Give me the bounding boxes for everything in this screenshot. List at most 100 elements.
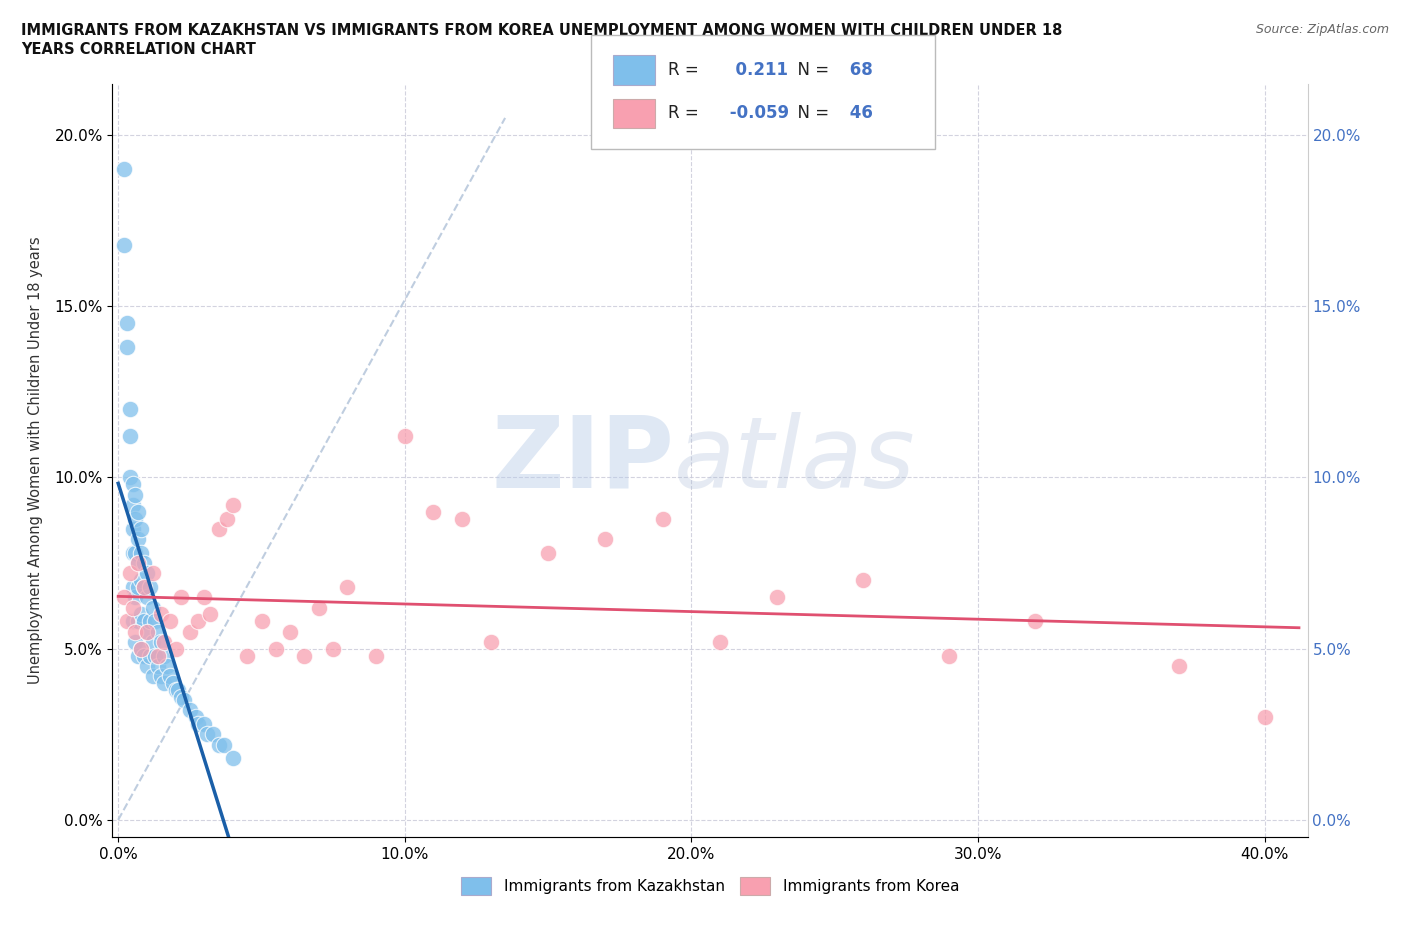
Point [135, 590, 157, 604]
Point [167, 683, 190, 698]
Text: N =: N = [787, 103, 830, 122]
Point [187, 614, 209, 629]
Text: R =: R = [668, 103, 699, 122]
Point [115, 316, 138, 331]
Point [121, 477, 143, 492]
Point [121, 579, 143, 594]
Point [165, 642, 187, 657]
Point [121, 498, 143, 512]
Point [142, 634, 165, 649]
Point [138, 579, 160, 594]
Legend: Immigrants from Kazakhstan, Immigrants from Korea: Immigrants from Kazakhstan, Immigrants f… [454, 871, 966, 901]
Point [159, 614, 181, 629]
Point [135, 624, 157, 639]
Point [170, 689, 193, 704]
Point [148, 658, 170, 673]
Point [129, 642, 152, 657]
Point [127, 555, 149, 570]
Point [121, 614, 143, 629]
Point [322, 642, 344, 657]
Point [294, 648, 316, 663]
Point [651, 512, 673, 526]
Point [766, 590, 789, 604]
Text: -0.059: -0.059 [724, 103, 789, 122]
Point [145, 648, 167, 663]
Point [308, 600, 330, 615]
Point [121, 522, 143, 537]
Point [153, 648, 176, 663]
Point [179, 624, 201, 639]
Point [115, 614, 138, 629]
Point [129, 545, 152, 560]
Point [145, 614, 167, 629]
Point [118, 429, 141, 444]
Point [153, 634, 176, 649]
Point [366, 648, 388, 663]
Point [127, 504, 149, 519]
Point [124, 512, 146, 526]
Point [138, 614, 160, 629]
Point [112, 162, 135, 177]
Point [142, 565, 165, 580]
Y-axis label: Unemployment Among Women with Children Under 18 years: Unemployment Among Women with Children U… [28, 236, 44, 684]
Point [537, 545, 560, 560]
Text: N =: N = [787, 60, 830, 79]
Point [852, 573, 875, 588]
Text: Source: ZipAtlas.com: Source: ZipAtlas.com [1256, 23, 1389, 36]
Point [193, 590, 215, 604]
Point [156, 658, 179, 673]
Point [193, 716, 215, 731]
Point [115, 339, 138, 354]
Point [179, 703, 201, 718]
Text: IMMIGRANTS FROM KAZAKHSTAN VS IMMIGRANTS FROM KOREA UNEMPLOYMENT AMONG WOMEN WIT: IMMIGRANTS FROM KAZAKHSTAN VS IMMIGRANTS… [21, 23, 1063, 38]
Point [207, 522, 229, 537]
Point [124, 487, 146, 502]
Text: 46: 46 [844, 103, 873, 122]
Text: ZIP: ZIP [491, 412, 675, 509]
Point [278, 624, 301, 639]
Point [121, 545, 143, 560]
Text: 68: 68 [844, 60, 872, 79]
Point [217, 512, 239, 526]
Point [479, 634, 502, 649]
Text: R =: R = [668, 60, 699, 79]
Point [451, 512, 474, 526]
Point [170, 590, 193, 604]
Point [124, 624, 146, 639]
Point [150, 634, 173, 649]
Point [938, 648, 960, 663]
Point [162, 675, 184, 690]
Point [159, 669, 181, 684]
Point [422, 504, 444, 519]
Point [222, 498, 245, 512]
Point [129, 573, 152, 588]
Point [222, 751, 245, 765]
Point [135, 658, 157, 673]
Point [112, 237, 135, 252]
Point [118, 565, 141, 580]
Point [138, 648, 160, 663]
Point [184, 710, 207, 724]
Point [212, 737, 235, 752]
Point [124, 545, 146, 560]
Point [127, 648, 149, 663]
Point [129, 607, 152, 622]
Point [132, 579, 155, 594]
Point [112, 590, 135, 604]
Point [236, 648, 259, 663]
Point [127, 555, 149, 570]
Point [336, 579, 359, 594]
Point [595, 532, 617, 547]
Point [1024, 614, 1046, 629]
Point [124, 590, 146, 604]
Point [135, 624, 157, 639]
Point [201, 727, 224, 742]
Point [198, 607, 221, 622]
Point [394, 429, 416, 444]
Point [207, 737, 229, 752]
Point [1253, 710, 1275, 724]
Point [127, 579, 149, 594]
Point [135, 565, 157, 580]
Point [165, 683, 187, 698]
Point [187, 716, 209, 731]
